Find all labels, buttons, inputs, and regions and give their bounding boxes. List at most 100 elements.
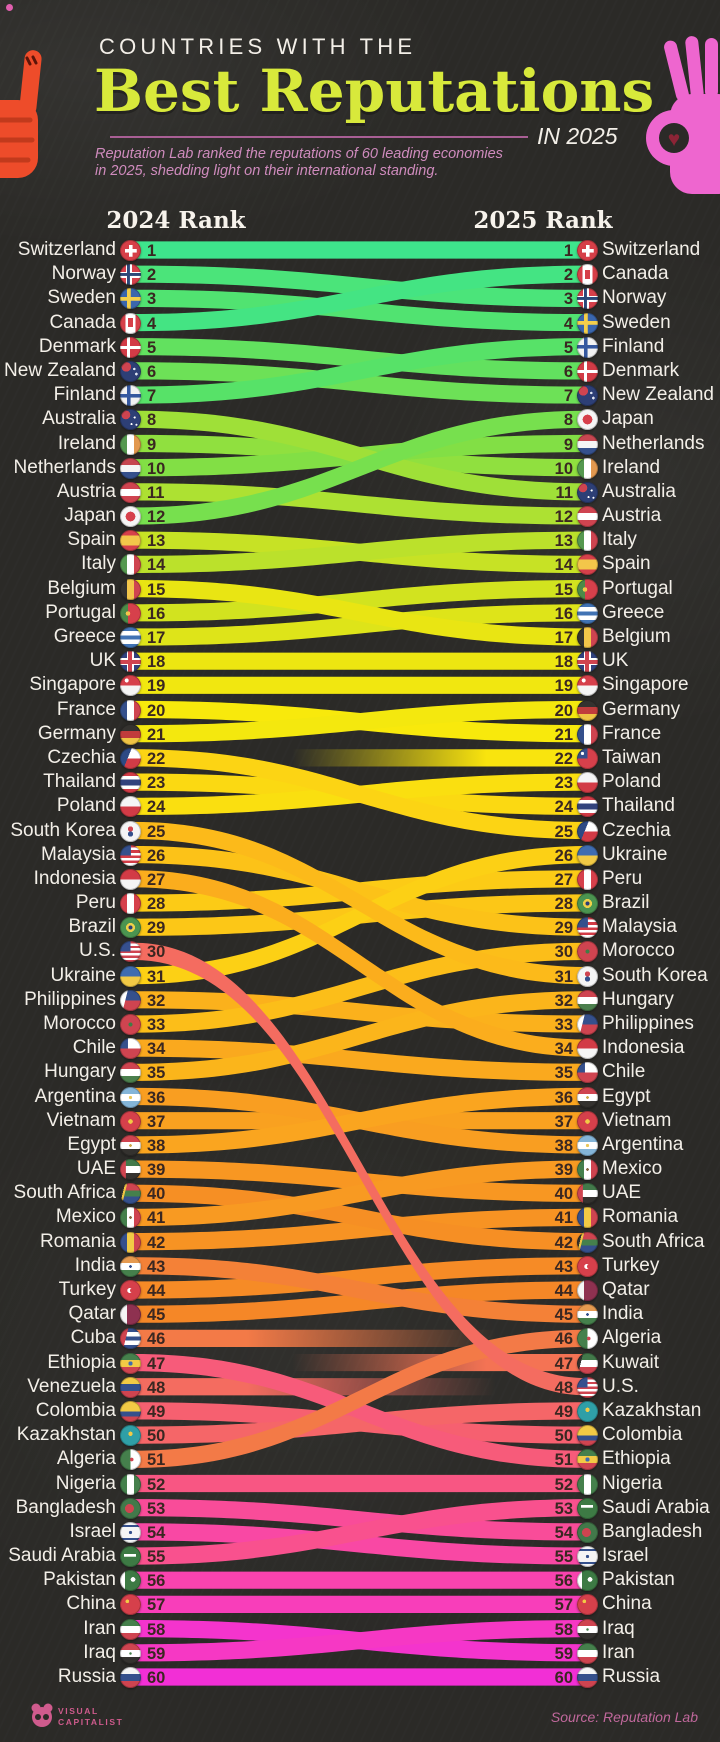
flow-band-belgium	[134, 580, 586, 646]
country-label: Israel	[602, 1545, 649, 1566]
india-flag-icon	[120, 1255, 141, 1277]
singapore-flag-icon	[120, 675, 141, 697]
rank-row-2024: Brazil 29	[0, 916, 720, 939]
rank-number: 19	[147, 677, 166, 696]
flow-band-denmark	[134, 338, 586, 380]
flow-band-uae	[134, 1160, 586, 1202]
algeria-flag-icon	[120, 1449, 141, 1471]
rank-row-2025: Philippines 33	[0, 1013, 720, 1035]
country-label: Malaysia	[602, 916, 677, 938]
rank-row-2024: Vietnam 37	[0, 1110, 720, 1132]
heart-icon: ♥	[668, 128, 680, 151]
country-label: Poland	[602, 771, 662, 793]
rank-row-2025: Algeria 46	[0, 1327, 720, 1350]
rank-row-2025: Malaysia 29	[0, 916, 720, 939]
france-flag-icon	[577, 723, 598, 745]
rank-number: 44	[147, 1282, 166, 1300]
south-korea-flag-icon	[120, 820, 141, 842]
rank-row-2024: Nigeria 52	[0, 1473, 720, 1495]
flow-band-turkey	[134, 1257, 586, 1299]
country-label: Taiwan	[602, 746, 662, 768]
morocco-flag-icon	[120, 1014, 141, 1035]
uk-flag-icon	[120, 651, 141, 673]
rank-number: 49	[554, 1402, 573, 1421]
country-label: Iran	[83, 1617, 116, 1639]
country-label: Hungary	[602, 988, 674, 1010]
flow-band-japan	[134, 410, 586, 525]
nigeria-flag-icon	[120, 1473, 141, 1495]
venezuela-flag-icon	[120, 1376, 141, 1398]
rank-row-2025: U.S. 48	[0, 1376, 720, 1398]
flow-band-austria	[134, 483, 586, 525]
rank-number: 30	[147, 943, 166, 962]
rank-number: 57	[554, 1596, 573, 1615]
rank-number: 35	[147, 1064, 166, 1083]
country-label: Hungary	[44, 1061, 116, 1083]
austria-flag-icon	[120, 481, 141, 503]
flow-band-indonesia	[134, 870, 586, 1057]
rank-number: 48	[554, 1378, 573, 1397]
country-label: Mexico	[602, 1158, 663, 1180]
rank-number: 46	[147, 1330, 166, 1349]
country-label: Denmark	[602, 359, 680, 381]
rank-number: 58	[147, 1620, 166, 1639]
flow-band-hungary	[134, 991, 586, 1081]
rank-row-2024: Bangladesh 53	[0, 1497, 720, 1519]
country-label: Malaysia	[41, 843, 116, 865]
rank-row-2025: Nigeria 52	[0, 1473, 720, 1495]
country-label: Egypt	[602, 1085, 651, 1107]
country-label: Qatar	[602, 1279, 650, 1300]
country-label: Algeria	[56, 1448, 116, 1470]
country-label: Japan	[64, 505, 116, 526]
australia-flag-icon	[120, 409, 141, 431]
finland-flag-icon	[120, 385, 141, 407]
mexico-flag-icon	[120, 1207, 141, 1229]
rank-row-2025: Bangladesh 54	[0, 1521, 720, 1543]
rank-number: 6	[147, 362, 157, 381]
rank-number: 55	[554, 1548, 573, 1566]
rank-number: 38	[147, 1136, 166, 1155]
flow-band-czechia	[134, 749, 586, 840]
u-s--flag-icon	[120, 941, 141, 963]
israel-flag-icon	[577, 1546, 598, 1567]
country-label: Germany	[37, 722, 116, 744]
u-s--flag-icon	[577, 1376, 598, 1398]
rank-number: 56	[147, 1572, 166, 1591]
mexico-flag-icon	[577, 1159, 598, 1181]
rank-row-2024: New Zealand 6	[0, 360, 720, 382]
country-label: Italy	[602, 529, 637, 551]
country-label: Greece	[53, 626, 116, 647]
poland-flag-icon	[120, 796, 141, 818]
switzerland-flag-icon	[120, 240, 141, 261]
rank-number: 50	[554, 1427, 573, 1446]
country-label: Qatar	[68, 1303, 116, 1325]
rank-row-2025: Ireland 10	[0, 457, 720, 479]
country-label: Thailand	[43, 771, 116, 793]
country-label: Spain	[602, 553, 651, 575]
country-label: Morocco	[602, 940, 675, 962]
malaysia-flag-icon	[577, 917, 598, 939]
rank-row-2025: China 57	[0, 1593, 720, 1616]
country-label: UAE	[76, 1158, 116, 1180]
flow-band-russia	[134, 1668, 586, 1686]
source-credit: Source: Reputation Lab	[550, 1709, 698, 1725]
portugal-flag-icon	[577, 578, 598, 600]
country-label: Brazil	[68, 916, 116, 938]
rank-number: 27	[147, 870, 166, 889]
rank-row-2025: Colombia 50	[0, 1424, 720, 1447]
rank-number: 42	[147, 1233, 166, 1252]
country-label: Singapore	[29, 674, 116, 696]
rank-row-2024: Iran 58	[0, 1618, 720, 1640]
country-label: Norway	[51, 263, 116, 285]
country-label: Argentina	[34, 1085, 116, 1107]
south-korea-flag-icon	[577, 965, 598, 987]
rank-number: 8	[563, 411, 573, 430]
sweden-flag-icon	[577, 312, 598, 334]
rank-number: 56	[554, 1572, 573, 1591]
rank-row-2025: Iran 59	[0, 1642, 720, 1664]
rank-row-2025: Portugal 15	[0, 578, 720, 600]
rank-number: 33	[554, 1016, 573, 1034]
rank-number: 5	[147, 338, 157, 357]
